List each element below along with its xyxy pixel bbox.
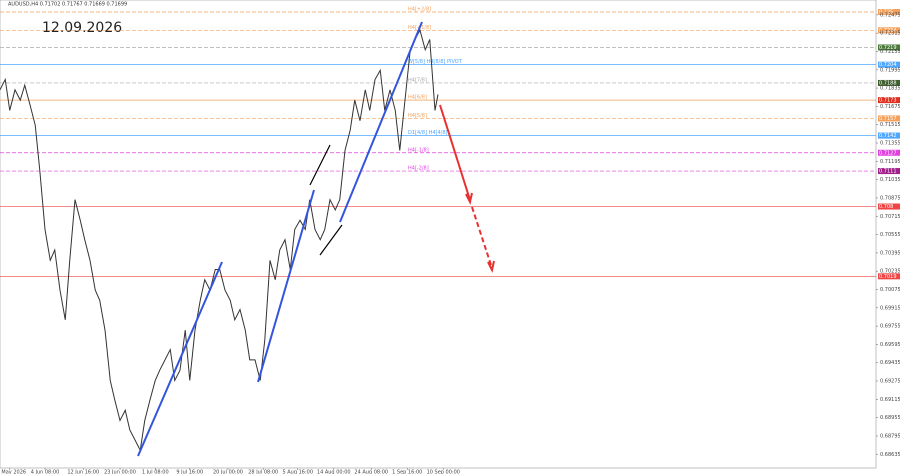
x-tick-label: 1 Jul 08:00 [142, 470, 169, 474]
y-tick-label: 0.68955 [880, 415, 900, 421]
y-tick-label: 0.68635 [880, 452, 900, 458]
trend-line [137, 261, 223, 457]
price-box-label: 0.7157 [879, 116, 897, 122]
price-box [878, 203, 900, 210]
y-tick-label: 0.69435 [880, 360, 900, 366]
level-label: H4[-2/8] [408, 166, 429, 172]
x-tick-label: 14 Aug 00:00 [317, 470, 351, 474]
x-tick-label: 27 May 2026 [0, 470, 26, 474]
plot-area [0, 0, 877, 469]
y-tick-label: 0.70395 [880, 250, 900, 256]
x-tick-label: 23 Jun 00:00 [104, 470, 136, 474]
y-tick-label: 0.69595 [880, 342, 900, 348]
y-tick-label: 0.72475 [880, 12, 900, 18]
price-box-label: 0.7188 [879, 80, 897, 86]
arrow-head [487, 260, 495, 273]
y-tick-label: 0.71835 [880, 86, 900, 92]
y-tick-label: 0.71195 [880, 159, 900, 165]
price-box [878, 61, 900, 68]
x-tick-label: 4 Jun 08:00 [31, 470, 60, 474]
x-tick-label: 12 Jun 16:00 [67, 470, 99, 474]
chart-title: AUDUSD,H4 0.71702 0.71767 0.71669 0.7169… [8, 2, 127, 8]
arrow-head [465, 192, 473, 205]
forecast-arrow [471, 206, 493, 269]
y-tick-label: 0.71355 [880, 141, 900, 147]
y-tick-label: 0.72315 [880, 31, 900, 37]
level-label: H4[-1/8] [408, 147, 429, 153]
level-label: H4[+2/8] [408, 7, 431, 13]
trend-line [257, 189, 315, 383]
y-tick-label: 0.71515 [880, 122, 900, 128]
y-tick-label: 0.69755 [880, 324, 900, 330]
level-label: H4[5/8] [408, 113, 427, 119]
price-box-label: 0.7234 [879, 28, 897, 34]
y-tick-label: 0.71675 [880, 104, 900, 110]
level-label: W[5/8] H4[8/8] PIVOT [408, 59, 463, 65]
price-box [878, 79, 900, 86]
price-box [878, 9, 900, 16]
price-box [878, 44, 900, 51]
y-tick-label: 0.69915 [880, 305, 900, 311]
price-box [878, 168, 900, 175]
channel-line [309, 144, 331, 186]
x-tick-label: 1 Sep 16:00 [392, 470, 422, 474]
date-annotation: 12.09.2026 [42, 20, 122, 36]
y-tick-label: 0.68795 [880, 433, 900, 439]
price-box [878, 97, 900, 104]
y-tick-label: 0.69275 [880, 379, 900, 385]
price-box-label: 0.7127 [879, 150, 897, 156]
x-tick-label: 10 Sep 00:00 [427, 470, 460, 474]
price-box [878, 115, 900, 122]
price-box [878, 149, 900, 156]
y-tick-label: 0.70555 [880, 232, 900, 238]
price-box-label: 0.7142 [879, 133, 897, 139]
level-label: D1[4/8] H4[4/8] [408, 130, 448, 136]
price-box [878, 132, 900, 139]
level-label: H4[7/8] [408, 77, 427, 83]
y-tick-label: 0.70075 [880, 287, 900, 293]
x-tick-label: 20 Jul 00:00 [213, 470, 243, 474]
trend-line [339, 21, 423, 223]
price-box-label: 0.7019 [879, 274, 897, 280]
y-tick-label: 0.72155 [880, 49, 900, 55]
forecast-arrow [439, 104, 471, 201]
price-box-label: 0.7173 [879, 98, 897, 104]
drawings [137, 21, 495, 457]
x-tick-label: 28 Jul 08:00 [248, 470, 278, 474]
price-box-label: 0.725 [879, 10, 893, 16]
y-tick-label: 0.70875 [880, 195, 900, 201]
price-box-label: 0.708 [879, 204, 893, 210]
price-box-label: 0.7219 [879, 45, 897, 51]
y-tick-label: 0.71995 [880, 67, 900, 73]
y-tick-label: 0.69115 [880, 397, 900, 403]
x-tick-label: 5 Aug 16:00 [282, 470, 313, 474]
price-box [878, 27, 900, 34]
x-tick-label: 24 Aug 08:00 [354, 470, 388, 474]
price-box [878, 273, 900, 280]
price-box-label: 0.7111 [879, 169, 897, 175]
price-box-label: 0.7204 [879, 62, 897, 68]
y-tick-label: 0.70715 [880, 214, 900, 220]
level-label: H4[6/8] [408, 95, 427, 101]
y-tick-label: 0.70235 [880, 269, 900, 275]
x-tick-label: 9 Jul 16:00 [176, 470, 203, 474]
channel-line [319, 224, 343, 256]
y-tick-label: 0.71035 [880, 177, 900, 183]
